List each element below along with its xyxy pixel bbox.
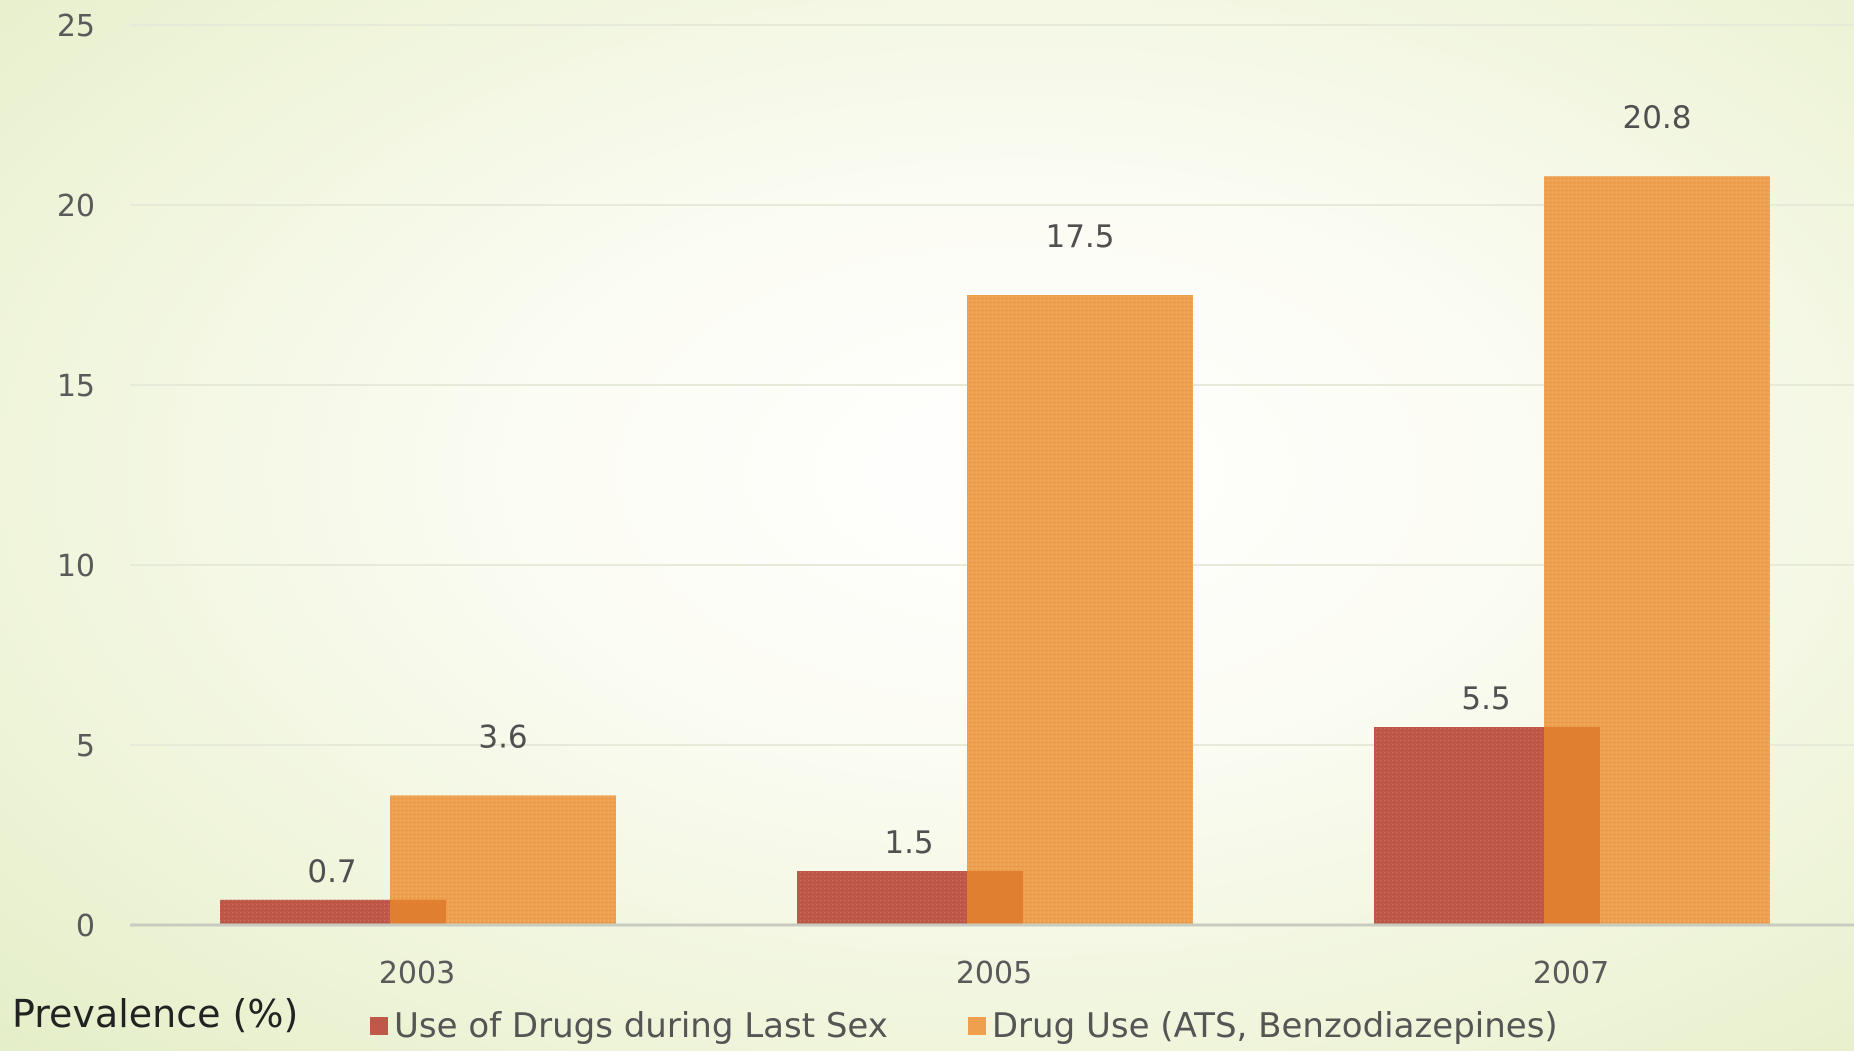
data-label-series-2-2005: 17.5 bbox=[1045, 219, 1114, 255]
data-labels: 0.7 3.6 1.5 17.5 5.5 20.8 bbox=[307, 100, 1691, 890]
x-tick-label: 2003 bbox=[379, 956, 455, 991]
legend-label-series-1: Use of Drugs during Last Sex bbox=[394, 1006, 888, 1046]
y-tick-label: 5 bbox=[76, 729, 95, 764]
x-axis-ticks: 2003 2005 2007 bbox=[379, 956, 1609, 991]
legend-swatch-series-1 bbox=[370, 1017, 388, 1035]
y-tick-label: 20 bbox=[57, 189, 95, 224]
bar-texture bbox=[1374, 727, 1544, 925]
legend-swatch-series-2 bbox=[967, 1017, 986, 1035]
data-label-series-2-2003: 3.6 bbox=[478, 719, 527, 755]
data-label-series-2-2007: 20.8 bbox=[1622, 100, 1691, 136]
y-tick-label: 15 bbox=[57, 369, 95, 404]
x-tick-label: 2007 bbox=[1533, 956, 1609, 991]
bar-overlap-2005 bbox=[967, 871, 1023, 925]
bar-texture bbox=[220, 899, 390, 925]
bars bbox=[220, 176, 1770, 925]
bar-overlap-2003 bbox=[390, 899, 446, 925]
y-axis-label: Prevalence (%) bbox=[12, 992, 299, 1036]
legend-label-series-2: Drug Use (ATS, Benzodiazepines) bbox=[991, 1006, 1558, 1046]
bar-texture bbox=[797, 871, 967, 925]
legend-item-series-2: Drug Use (ATS, Benzodiazepines) bbox=[967, 1006, 1558, 1046]
data-label-series-1-2005: 1.5 bbox=[884, 825, 933, 861]
data-label-series-1-2007: 5.5 bbox=[1461, 681, 1510, 717]
legend: Use of Drugs during Last Sex Drug Use (A… bbox=[370, 1006, 1638, 1046]
data-label-series-1-2003: 0.7 bbox=[307, 854, 356, 890]
bar-overlap-2007 bbox=[1544, 727, 1600, 925]
y-tick-label: 0 bbox=[76, 909, 95, 944]
legend-item-series-1: Use of Drugs during Last Sex bbox=[370, 1006, 888, 1046]
x-tick-label: 2005 bbox=[956, 956, 1032, 991]
bar-texture bbox=[967, 295, 1193, 925]
y-tick-label: 10 bbox=[57, 549, 95, 584]
y-tick-label: 25 bbox=[57, 9, 95, 44]
y-axis-ticks: 0 5 10 15 20 25 bbox=[57, 9, 95, 944]
